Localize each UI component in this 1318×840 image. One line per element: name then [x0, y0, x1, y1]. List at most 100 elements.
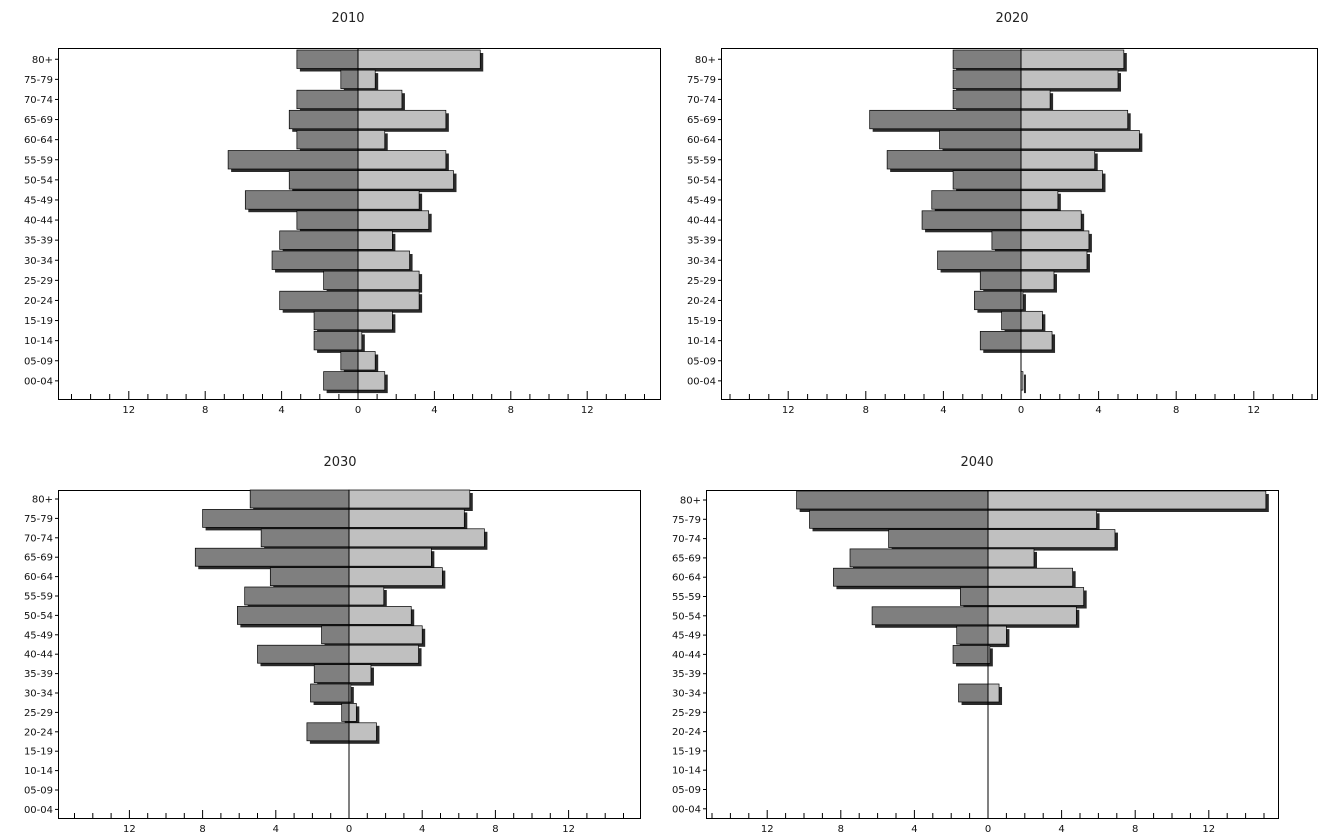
female-bar-60-64 [987, 567, 1076, 590]
category-label: 25-29 [24, 708, 53, 719]
bar-face [987, 587, 1085, 606]
bar-face [987, 625, 1007, 645]
x-tick-label: 12 [761, 824, 774, 835]
female-bar-25-29 [357, 270, 423, 293]
female-bar-45-49 [1020, 190, 1061, 213]
bar-face [796, 490, 989, 510]
female-bar-40-44 [348, 644, 422, 667]
bar-face [987, 529, 1116, 548]
category-label: 15-19 [687, 316, 716, 327]
category-label: 50-54 [24, 175, 53, 186]
category-label: 35-39 [687, 236, 716, 247]
x-tick-label: 8 [1173, 405, 1179, 416]
x-tick-label: 0 [346, 824, 352, 835]
chart-title: 2020 [995, 11, 1028, 26]
bar-face [357, 250, 410, 270]
female-bar-70-74 [348, 528, 488, 550]
category-label: 05-09 [672, 785, 701, 796]
bar-shadow [352, 687, 354, 705]
category-label: 30-34 [24, 256, 53, 267]
female-bar-15-19 [357, 310, 396, 333]
bar-face [937, 250, 1022, 270]
bar-face [869, 109, 1022, 130]
male-bar-30-34 [958, 683, 991, 705]
category-label: 10-14 [24, 766, 53, 777]
category-label: 00-04 [24, 805, 53, 816]
female-bar-30-34 [1020, 250, 1090, 273]
male-bar-60-64 [939, 130, 1024, 152]
female-bar-30-34 [987, 683, 1003, 705]
category-label: 35-39 [24, 236, 53, 247]
bar-face [886, 150, 1022, 170]
bar-face [357, 130, 386, 150]
category-label: 55-59 [24, 155, 53, 166]
female-bar-65-69 [1020, 109, 1131, 132]
bar-face [357, 89, 403, 110]
bar-face [348, 644, 419, 664]
category-label: 40-44 [24, 650, 53, 661]
female-bar-50-54 [1020, 170, 1106, 193]
bar-face [1020, 250, 1088, 270]
bar-face [1020, 49, 1125, 69]
female-bar-70-74 [987, 529, 1118, 551]
male-bar-50-54 [237, 606, 352, 628]
female-bar-15-19 [1020, 310, 1046, 333]
bar-face [348, 509, 465, 528]
female-bar-80+ [1020, 49, 1127, 72]
female-bar-25-29 [1020, 270, 1057, 293]
x-tick-label: 4 [419, 824, 425, 835]
female-bar-75-79 [357, 69, 379, 92]
bar-face [237, 606, 350, 625]
male-bar-70-74 [296, 89, 361, 112]
x-tick-label: 0 [355, 405, 361, 416]
female-bar-55-59 [987, 587, 1087, 609]
bar-face [348, 586, 385, 606]
x-tick-label: 4 [273, 824, 279, 835]
bar-face [348, 625, 423, 645]
category-label: 10-14 [24, 336, 53, 347]
category-label: 25-29 [672, 708, 701, 719]
bar-face [1020, 230, 1090, 250]
bar-face [357, 270, 420, 290]
male-bar-00-04 [323, 371, 361, 394]
category-label: 35-39 [672, 669, 701, 680]
category-label: 45-49 [24, 195, 53, 206]
male-bar-30-34 [937, 250, 1024, 273]
category-label: 25-29 [24, 276, 53, 287]
category-label: 50-54 [24, 611, 53, 622]
bar-face [357, 190, 420, 210]
x-tick-label: 8 [202, 405, 208, 416]
category-label: 00-04 [687, 376, 716, 387]
bar-face [244, 190, 359, 210]
bar-face [1020, 190, 1059, 210]
bar-face [987, 683, 1000, 703]
bar-face [288, 170, 359, 190]
category-label: 15-19 [24, 747, 53, 758]
bar-face [357, 170, 454, 190]
bar-face [288, 109, 359, 130]
bar-face [1020, 270, 1055, 290]
female-bar-80+ [348, 489, 473, 511]
female-bar-20-24 [357, 290, 423, 313]
category-label: 45-49 [687, 195, 716, 206]
category-label: 65-69 [24, 553, 53, 564]
category-label: 75-79 [672, 515, 701, 526]
bar-face [348, 528, 485, 548]
category-label: 65-69 [24, 115, 53, 126]
male-bar-45-49 [956, 625, 991, 648]
male-bar-35-39 [279, 230, 361, 253]
category-label: 40-44 [24, 216, 53, 227]
category-label: 50-54 [672, 611, 701, 622]
bar-face [296, 130, 359, 150]
bar-face [931, 190, 1022, 210]
male-bar-15-19 [1001, 310, 1024, 333]
category-label: 20-24 [672, 727, 701, 738]
x-tick-label: 4 [278, 405, 284, 416]
x-tick-label: 4 [1058, 824, 1064, 835]
category-label: 05-09 [687, 356, 716, 367]
bar-face [348, 664, 372, 683]
bar-shadow [361, 334, 365, 353]
bar-face [952, 89, 1022, 110]
category-label: 55-59 [24, 592, 53, 603]
bar-face [952, 49, 1022, 69]
